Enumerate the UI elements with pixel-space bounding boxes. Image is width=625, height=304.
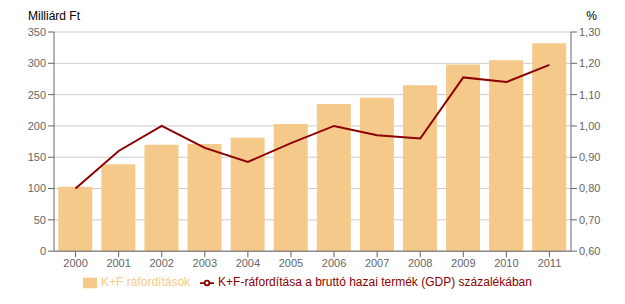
svg-text:0,70: 0,70 [579,214,600,226]
svg-text:2010: 2010 [494,257,518,269]
svg-text:250: 250 [28,89,46,101]
html-text:K+F-ráfordítása a bruttó hazai: K+F-ráfordítása a bruttó hazai termék (G… [218,275,532,290]
svg-text:100: 100 [28,182,46,194]
svg-text:200: 200 [28,120,46,132]
svg-text:2004: 2004 [236,257,260,269]
svg-text:2007: 2007 [365,257,389,269]
svg-text:2003: 2003 [193,257,217,269]
svg-text:50: 50 [34,214,46,226]
svg-text:150: 150 [28,151,46,163]
svg-text:1,20: 1,20 [579,57,600,69]
svg-text:300: 300 [28,57,46,69]
svg-text:2002: 2002 [149,257,173,269]
svg-text:1,10: 1,10 [579,89,600,101]
svg-text:0: 0 [40,245,46,257]
svg-text:1,30: 1,30 [579,26,600,38]
svg-text:0,90: 0,90 [579,151,600,163]
svg-text:2011: 2011 [538,257,562,269]
svg-text:0,60: 0,60 [579,245,600,257]
html-text:K+F ráfordítások: K+F ráfordítások [101,275,191,290]
svg-text:2008: 2008 [408,257,432,269]
html-text:Milliárd Ft: Milliárd Ft [28,9,80,23]
svg-text:2006: 2006 [322,257,346,269]
svg-text:2005: 2005 [279,257,303,269]
svg-text:350: 350 [28,26,46,38]
svg-text:2000: 2000 [63,257,87,269]
svg-text:2009: 2009 [451,257,475,269]
svg-text:0,80: 0,80 [579,182,600,194]
svg-text:1,00: 1,00 [579,120,600,132]
svg-text:2001: 2001 [106,257,130,269]
